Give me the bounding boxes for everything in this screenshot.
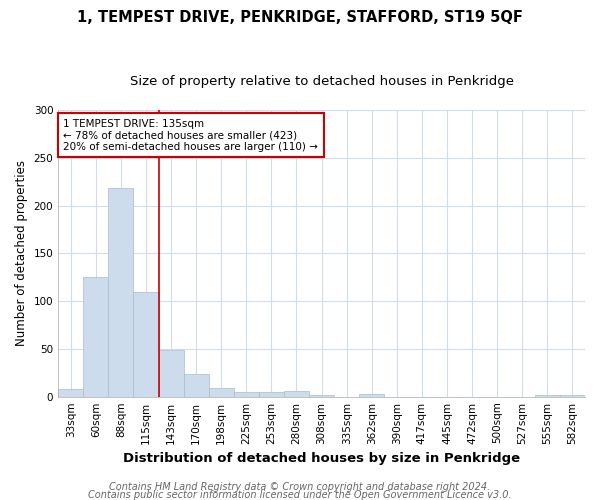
Bar <box>359 394 385 396</box>
Y-axis label: Number of detached properties: Number of detached properties <box>15 160 28 346</box>
Bar <box>309 395 334 396</box>
Bar <box>83 277 109 396</box>
Bar <box>58 389 83 396</box>
Text: Contains HM Land Registry data © Crown copyright and database right 2024.: Contains HM Land Registry data © Crown c… <box>109 482 491 492</box>
Bar <box>184 374 209 396</box>
Bar <box>158 350 184 397</box>
Bar <box>259 392 284 396</box>
Text: 1 TEMPEST DRIVE: 135sqm
← 78% of detached houses are smaller (423)
20% of semi-d: 1 TEMPEST DRIVE: 135sqm ← 78% of detache… <box>64 118 319 152</box>
Text: 1, TEMPEST DRIVE, PENKRIDGE, STAFFORD, ST19 5QF: 1, TEMPEST DRIVE, PENKRIDGE, STAFFORD, S… <box>77 10 523 25</box>
X-axis label: Distribution of detached houses by size in Penkridge: Distribution of detached houses by size … <box>123 452 520 465</box>
Bar <box>209 388 234 396</box>
Bar <box>133 292 158 397</box>
Text: Contains public sector information licensed under the Open Government Licence v3: Contains public sector information licen… <box>88 490 512 500</box>
Bar <box>284 391 309 396</box>
Bar <box>535 395 560 396</box>
Bar <box>109 188 133 396</box>
Bar <box>234 392 259 396</box>
Title: Size of property relative to detached houses in Penkridge: Size of property relative to detached ho… <box>130 75 514 88</box>
Bar <box>560 395 585 396</box>
